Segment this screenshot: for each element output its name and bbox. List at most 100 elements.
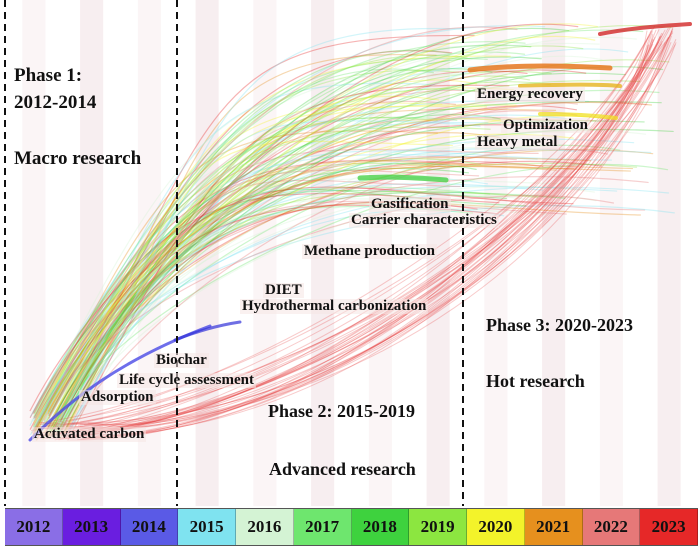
keyword-arc xyxy=(33,205,675,422)
phase2-description: Advanced research xyxy=(269,459,416,479)
keyword-arc xyxy=(59,75,530,439)
keyword-arc xyxy=(68,36,638,439)
keyword-arc xyxy=(58,89,498,422)
keyword-diet: DIET xyxy=(263,282,304,298)
keyword-arc xyxy=(67,87,515,423)
keyword-arc xyxy=(51,163,634,432)
keyword-arc xyxy=(60,158,481,420)
keyword-arc xyxy=(49,25,673,414)
keyword-arc xyxy=(38,45,584,424)
keyword-arc xyxy=(61,120,489,418)
phase1-years: 2012-2014 xyxy=(14,92,97,113)
year-cell-2015: 2015 xyxy=(178,509,236,545)
keyword-arc xyxy=(38,189,507,419)
keyword-arc xyxy=(48,195,615,413)
keyword-arc xyxy=(47,35,596,413)
keyword-carrier-characteristics: Carrier characteristics xyxy=(349,212,499,228)
keyword-gasification: Gasification xyxy=(369,196,451,212)
keyword-arc xyxy=(63,118,532,412)
keyword-hydrothermal-carbonization: Hydrothermal carbonization xyxy=(240,298,429,314)
keyword-arc xyxy=(43,185,595,429)
phase3-title: Phase 3: 2020-2023 xyxy=(486,315,633,335)
keyword-arc xyxy=(56,122,481,436)
keyword-arc xyxy=(68,27,462,436)
keyword-arc xyxy=(59,108,557,418)
year-stripe xyxy=(80,0,104,506)
keyword-arc xyxy=(67,95,440,426)
keyword-arc xyxy=(82,29,657,440)
keyword-arc xyxy=(47,116,458,415)
keyword-arc xyxy=(65,112,493,425)
keyword-arc xyxy=(52,193,538,422)
keyword-arc xyxy=(40,114,567,423)
keyword-arc xyxy=(61,179,461,437)
keyword-arc-highlight xyxy=(173,320,242,342)
keyword-arc xyxy=(45,31,652,437)
keyword-arc xyxy=(48,51,526,428)
keyword-arc xyxy=(68,36,649,430)
phase2-title: Phase 2: 2015-2019 xyxy=(268,401,415,421)
keyword-arc xyxy=(34,23,598,417)
keyword-arc xyxy=(40,55,511,431)
keyword-arc xyxy=(40,27,669,428)
keyword-arc xyxy=(60,200,567,414)
keyword-arc xyxy=(40,187,646,418)
keyword-arc xyxy=(33,41,526,428)
keyword-arc xyxy=(52,79,641,436)
keyword-arc xyxy=(59,45,504,431)
keyword-arc xyxy=(61,37,669,424)
keyword-arc xyxy=(45,150,612,415)
keyword-arc xyxy=(32,148,539,432)
keyword-arc xyxy=(32,70,552,436)
keyword-arc xyxy=(33,117,513,423)
phase3-description: Hot research xyxy=(486,371,585,391)
keyword-arc xyxy=(61,70,528,431)
keyword-arc xyxy=(61,132,500,420)
phase1-description: Macro research xyxy=(14,148,142,169)
keyword-arc xyxy=(49,165,631,429)
keyword-arc xyxy=(53,42,666,431)
keyword-arc xyxy=(58,40,663,439)
keyword-activated-carbon: Activated carbon xyxy=(32,426,147,442)
keyword-arc xyxy=(47,149,654,426)
keyword-arc xyxy=(34,29,644,419)
keyword-life-cycle-assessment: Life cycle assessment xyxy=(117,372,256,388)
keyword-arc xyxy=(60,126,491,426)
keyword-methane-production: Methane production xyxy=(302,243,437,259)
keyword-arc-highlight xyxy=(598,22,692,36)
year-stripe xyxy=(657,0,681,506)
year-stripe xyxy=(599,0,623,506)
year-cell-2017: 2017 xyxy=(293,509,352,545)
keyword-arc xyxy=(55,69,556,439)
phase1-title: Phase 1: xyxy=(14,65,83,86)
year-stripe xyxy=(253,0,277,506)
keyword-arc xyxy=(34,185,618,441)
keyword-arc xyxy=(29,105,578,430)
keyword-arc xyxy=(38,72,524,434)
keyword-arc xyxy=(32,100,578,415)
keyword-arc xyxy=(29,25,546,426)
keyword-energy-recovery: Energy recovery xyxy=(475,86,585,102)
keyword-arc xyxy=(77,33,654,441)
keyword-arc xyxy=(34,26,518,419)
keyword-arc xyxy=(65,37,669,438)
keyword-arc xyxy=(33,176,649,413)
keyword-arc xyxy=(52,82,436,414)
keyword-arc xyxy=(38,36,661,429)
keyword-arc xyxy=(33,100,457,431)
keyword-arc xyxy=(56,68,434,420)
keyword-arc xyxy=(33,101,662,418)
keyword-arc xyxy=(31,124,555,433)
year-cell-2018: 2018 xyxy=(351,509,410,545)
keyword-arc xyxy=(32,49,452,431)
keyword-arc xyxy=(58,42,672,441)
keyword-arc xyxy=(47,101,653,412)
keyword-arc-highlight xyxy=(538,112,618,120)
year-cell-2012: 2012 xyxy=(5,509,63,545)
keyword-optimization: Optimization xyxy=(501,117,590,133)
year-cell-2020: 2020 xyxy=(467,509,525,545)
keyword-arc xyxy=(87,43,662,439)
keyword-arc xyxy=(60,193,597,433)
